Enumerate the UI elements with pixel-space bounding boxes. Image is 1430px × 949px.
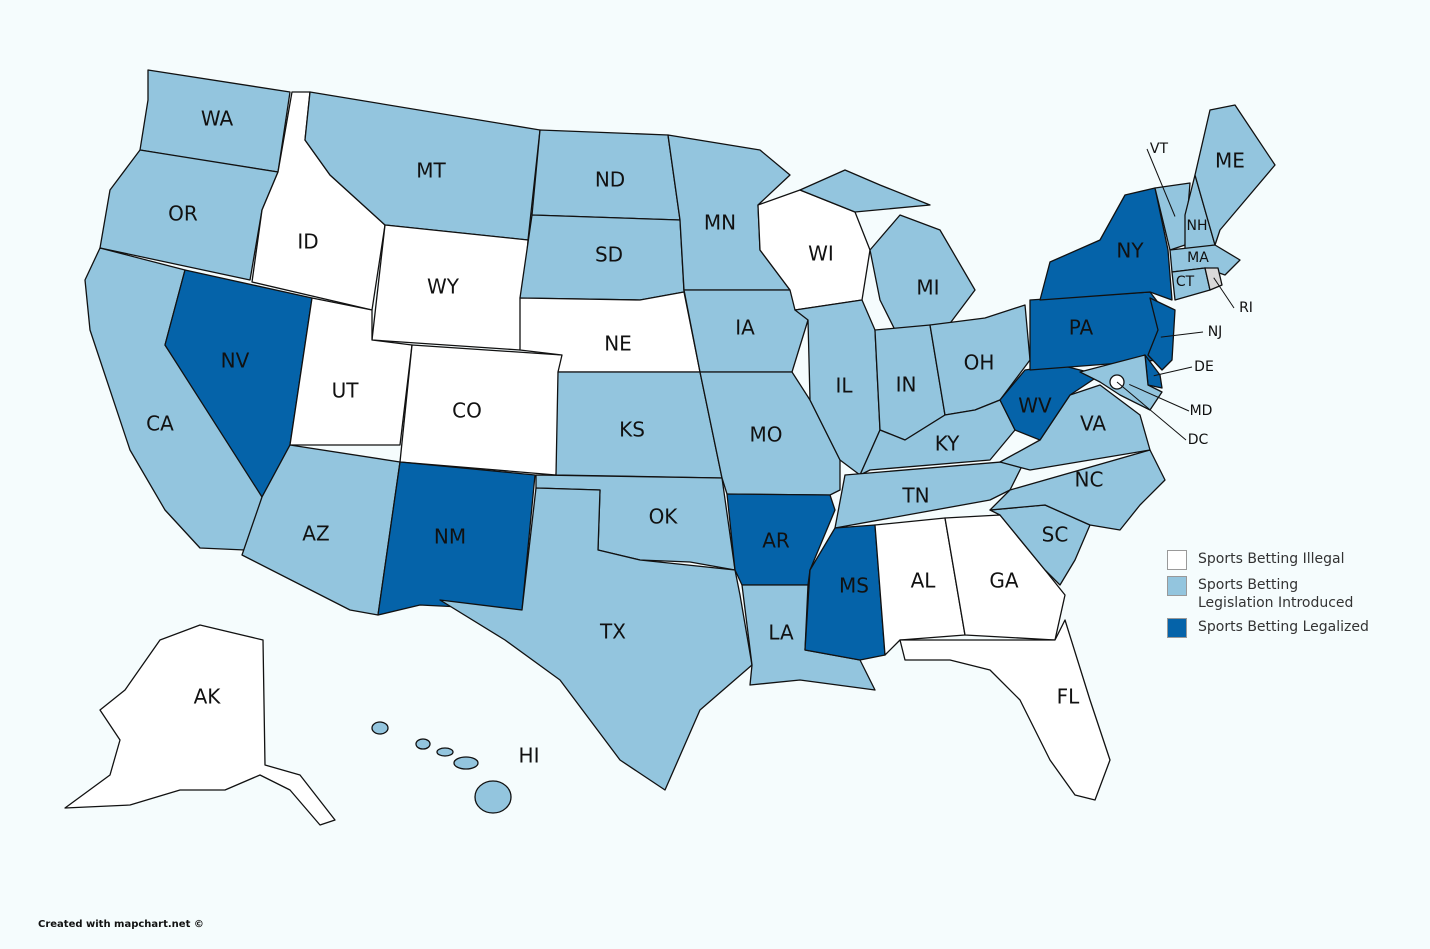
state-label-in: IN [896,373,917,397]
state-label-ca: CA [146,412,174,436]
legend-swatch [1167,550,1187,570]
state-label-il: IL [835,374,853,398]
state-ny[interactable] [1039,187,1173,301]
state-tn[interactable] [834,459,1026,529]
leader-line-de [1153,366,1193,377]
leader-line-ri [1213,277,1235,309]
state-label-ny: NY [1116,239,1144,263]
state-hi-island[interactable] [436,747,454,757]
state-label-nh: NH [1187,218,1208,234]
state-label-ar: AR [762,529,790,553]
state-label-ks: KS [619,418,645,442]
state-label-me: ME [1215,149,1245,173]
legend-item-introduced: Sports Betting Legislation Introduced [1167,576,1378,612]
legend-label: Sports Betting Legislation Introduced [1198,577,1354,611]
legend-item-illegal: Sports Betting Illegal [1167,550,1378,570]
leader-line-vt [1146,148,1176,217]
state-label-hi: HI [519,744,540,768]
state-label-ne: NE [604,332,632,356]
state-label-dc: DC [1188,432,1209,448]
state-label-de: DE [1194,359,1214,375]
state-label-az: AZ [302,522,329,546]
state-fl[interactable] [899,619,1111,801]
state-ak[interactable] [64,624,336,826]
state-label-ma: MA [1187,250,1209,266]
state-hi-island[interactable] [371,721,389,735]
state-label-or: OR [168,202,198,226]
state-label-ak: AK [194,685,222,709]
state-label-wa: WA [201,107,234,131]
state-label-al: AL [911,569,937,593]
legend-item-legalized: Sports Betting Legalized [1167,618,1378,638]
state-label-id: ID [297,230,318,254]
state-label-ri: RI [1239,300,1253,316]
state-hi-island[interactable] [453,756,479,770]
state-label-va: VA [1080,412,1106,436]
state-label-md: MD [1190,403,1213,419]
state-label-mn: MN [704,211,736,235]
state-label-tx: TX [599,620,626,644]
state-hi-island[interactable] [415,738,431,750]
state-nc[interactable] [989,449,1166,531]
legend-label: Sports Betting Illegal [1198,551,1345,567]
state-label-mt: MT [416,159,446,183]
legend: Sports Betting Illegal Sports Betting Le… [1167,550,1378,644]
state-label-mi: MI [916,276,939,300]
credit-text: Created with mapchart.net © [38,919,204,930]
state-label-tn: TN [901,484,929,508]
state-label-ga: GA [989,569,1018,593]
state-label-vt: VT [1150,141,1169,157]
state-label-wi: WI [808,242,834,266]
state-label-ok: OK [649,505,679,529]
state-label-fl: FL [1057,685,1081,709]
state-la[interactable] [741,584,876,691]
state-label-nd: ND [595,168,625,192]
state-label-ia: IA [735,316,755,340]
state-pa[interactable] [1029,291,1171,371]
state-al[interactable] [874,517,966,656]
state-label-mo: MO [750,423,783,447]
leader-line-dc [1116,381,1187,441]
legend-swatch [1167,618,1187,638]
leader-line-nj [1160,331,1204,338]
state-label-ky: KY [935,432,960,456]
state-label-sd: SD [595,243,623,267]
state-ky[interactable] [859,399,1016,476]
state-label-ct: CT [1176,274,1195,290]
state-nj[interactable] [1147,297,1176,371]
state-tx[interactable] [439,487,753,791]
legend-swatch [1167,576,1187,596]
state-label-sc: SC [1042,523,1069,547]
state-label-nj: NJ [1208,324,1223,340]
state-label-la: LA [768,621,794,645]
state-label-nc: NC [1075,468,1104,492]
leader-line-md [1129,383,1190,412]
state-label-ut: UT [332,379,360,403]
state-ia[interactable] [683,289,809,373]
state-label-pa: PA [1069,316,1094,340]
state-label-nv: NV [221,349,250,373]
state-mi[interactable] [869,214,976,331]
state-label-wv: WV [1018,394,1052,418]
state-hi-island[interactable] [474,780,512,814]
state-label-wy: WY [427,275,460,299]
state-label-oh: OH [964,351,995,375]
state-mo[interactable] [699,371,841,496]
state-mi[interactable] [799,169,931,213]
legend-label: Sports Betting Legalized [1198,619,1369,635]
state-label-nm: NM [434,525,466,549]
state-label-co: CO [452,399,482,423]
state-label-ms: MS [839,574,869,598]
